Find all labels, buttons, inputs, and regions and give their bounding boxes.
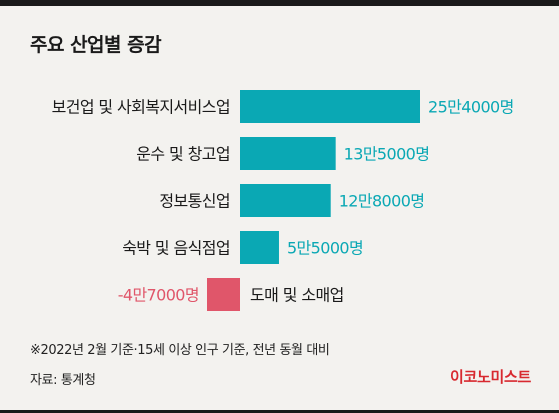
publisher-logo: 이코노미스트 [449, 368, 531, 386]
category-label: 보건업 및 사회복지서비스업 [52, 98, 230, 117]
value-label: 25만4000명 [428, 98, 514, 117]
footnote: ※2022년 2월 기준·15세 이상 인구 기준, 전년 동월 대비 [30, 343, 330, 358]
chart-title: 주요 산업별 증감 [30, 34, 162, 56]
bar [240, 231, 279, 264]
value-label: 12만8000명 [339, 192, 425, 211]
value-label: 13만5000명 [344, 145, 430, 164]
value-label: 5만5000명 [287, 239, 363, 258]
top-rule [0, 0, 559, 6]
source-note: 자료: 통계청 [30, 373, 96, 388]
bar [240, 90, 420, 123]
category-label: 도매 및 소매업 [250, 286, 344, 305]
bottom-rule [0, 410, 559, 413]
category-label: 숙박 및 음식점업 [122, 239, 230, 258]
bar [240, 137, 336, 170]
bar [207, 278, 240, 311]
value-label: -4만7000명 [118, 286, 199, 305]
category-label: 운수 및 창고업 [136, 145, 230, 164]
category-label: 정보통신업 [159, 192, 230, 211]
bar [240, 184, 331, 217]
